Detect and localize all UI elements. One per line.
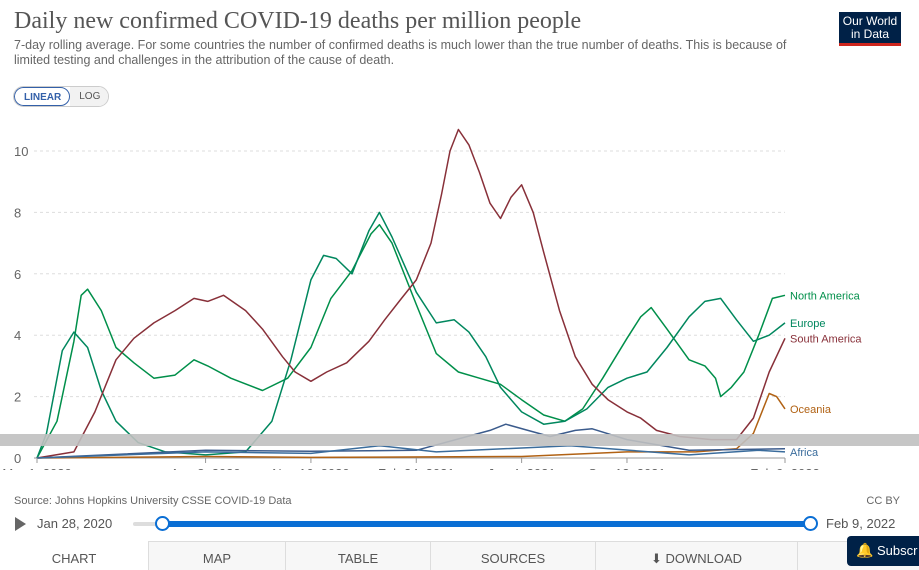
- play-icon[interactable]: [15, 517, 26, 531]
- series-label-africa[interactable]: Africa: [790, 447, 819, 459]
- y-tick-label: 4: [14, 328, 21, 343]
- scale-toggle: LINEAR LOG: [13, 86, 110, 107]
- timeline-slider: Jan 28, 2020 Feb 9, 2022: [0, 512, 919, 536]
- x-tick-label: Jun 4, 2021: [488, 466, 556, 470]
- subscribe-button[interactable]: 🔔 Subscr: [847, 536, 919, 566]
- y-tick-label: 6: [14, 267, 21, 282]
- license-note[interactable]: CC BY: [866, 495, 900, 507]
- source-note[interactable]: Source: Johns Hopkins University CSSE CO…: [14, 495, 292, 507]
- timeline-end-handle[interactable]: [803, 516, 818, 531]
- tab-download[interactable]: ⬇ DOWNLOAD: [595, 541, 797, 570]
- series-label-south-america[interactable]: South America: [790, 333, 862, 345]
- y-tick-label: 10: [14, 144, 28, 159]
- tab-table[interactable]: TABLE: [285, 541, 430, 570]
- timeline-end-date: Feb 9, 2022: [826, 516, 896, 531]
- series-line-south-america[interactable]: [36, 128, 786, 459]
- grid: 0 2 4 6 8 10: [14, 144, 785, 466]
- x-tick-label: Nov 16, 2020: [272, 466, 349, 470]
- y-tick-label: 2: [14, 390, 21, 405]
- series-label-north-america[interactable]: North America: [790, 290, 861, 302]
- log-scale-button[interactable]: LOG: [70, 87, 109, 106]
- series-line-africa[interactable]: [36, 444, 786, 459]
- logo-line1: Our World: [842, 14, 898, 28]
- series-line-north-america[interactable]: [36, 223, 786, 459]
- y-tick-label: 8: [14, 205, 21, 220]
- chart-title: Daily new confirmed COVID-19 deaths per …: [14, 8, 582, 34]
- scroll-overlay-band: [0, 434, 919, 446]
- subscribe-label: Subscr: [877, 543, 918, 558]
- tab-map[interactable]: MAP: [148, 541, 285, 570]
- timeline-start-date: Jan 28, 2020: [37, 516, 113, 531]
- owid-logo[interactable]: Our World in Data: [839, 12, 901, 46]
- series-label-oceania[interactable]: Oceania: [790, 404, 832, 416]
- x-axis: Mar 1, 2020 Aug 8, 2020 Nov 16, 2020 Feb 24…: [2, 458, 820, 470]
- x-tick-label: Feb 9, 2022: [750, 466, 819, 470]
- tab-bar: CHART MAP TABLE SOURCES ⬇ DOWNLOAD: [0, 541, 919, 570]
- x-tick-label: Mar 1, 2020: [2, 466, 71, 470]
- linear-scale-button[interactable]: LINEAR: [14, 87, 71, 106]
- series-lines: [36, 128, 786, 459]
- x-tick-label: Sep 12, 2021: [588, 466, 665, 470]
- logo-line2: in Data: [850, 27, 890, 41]
- download-icon: ⬇: [650, 551, 666, 566]
- x-tick-label: Aug 8, 2020: [171, 466, 241, 470]
- tab-download-label: DOWNLOAD: [665, 551, 743, 566]
- series-label-europe[interactable]: Europe: [790, 318, 825, 330]
- tab-chart[interactable]: CHART: [0, 541, 148, 570]
- chart-subtitle: 7-day rolling average. For some countrie…: [14, 38, 787, 67]
- x-tick-label: Feb 24, 2021: [378, 466, 455, 470]
- line-chart: 0 2 4 6 8 10 North America Europe South America…: [2, 128, 862, 470]
- series-labels: North America Europe South America Oceania A…: [790, 290, 862, 459]
- timeline-range[interactable]: [162, 521, 810, 527]
- tab-sources[interactable]: SOURCES: [430, 541, 595, 570]
- y-tick-label: 0: [14, 451, 21, 466]
- bell-icon: 🔔: [856, 542, 874, 558]
- series-line-oceania[interactable]: [36, 392, 786, 459]
- timeline-start-handle[interactable]: [155, 516, 170, 531]
